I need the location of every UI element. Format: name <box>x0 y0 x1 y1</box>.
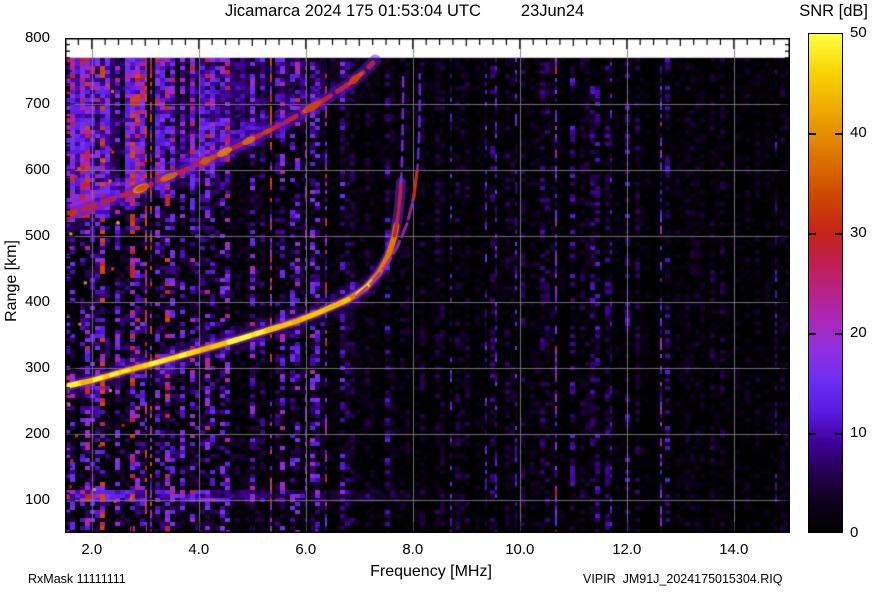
chart-date: 23Jun24 <box>520 2 585 20</box>
colorbar-tick-label: 40 <box>850 124 867 141</box>
colorbar-tick-mark <box>809 433 816 435</box>
colorbar-tick-mark <box>835 333 842 335</box>
y-tick-label: 700 <box>24 95 50 112</box>
y-tick-label: 500 <box>24 227 50 244</box>
chart-title: Jicamarca 2024 175 01:53:04 UTC 23Jun24 <box>225 2 584 21</box>
colorbar-tick-mark <box>835 433 842 435</box>
colorbar <box>808 33 843 533</box>
x-tick-label: 8.0 <box>402 541 424 558</box>
ionogram-canvas <box>65 38 790 533</box>
file-id-label: VIPIR JM91J_2024175015304.RIQ <box>583 572 783 586</box>
y-tick-label: 800 <box>24 29 50 46</box>
x-tick-label: 2.0 <box>81 541 103 558</box>
x-tick-label: 6.0 <box>295 541 317 558</box>
colorbar-tick-label: 30 <box>850 224 867 241</box>
x-tick-label: 10.0 <box>505 541 535 558</box>
colorbar-tick-mark <box>835 133 842 135</box>
colorbar-tick-mark <box>835 233 842 235</box>
chart-title-text: Jicamarca 2024 175 01:53:04 UTC <box>225 2 481 20</box>
colorbar-tick-mark <box>809 133 816 135</box>
y-tick-label: 100 <box>24 491 50 508</box>
colorbar-title: SNR [dB] <box>799 2 868 20</box>
rx-mask-label: RxMask 11111111 <box>28 572 126 586</box>
y-tick-label: 300 <box>24 359 50 376</box>
x-tick-label: 14.0 <box>719 541 749 558</box>
y-tick-label: 400 <box>24 293 50 310</box>
y-tick-label: 200 <box>24 425 50 442</box>
colorbar-tick-label: 10 <box>850 424 867 441</box>
colorbar-tick-label: 50 <box>850 24 867 41</box>
colorbar-tick-mark <box>809 233 816 235</box>
x-axis-title: Frequency [MHz] <box>370 563 492 580</box>
x-tick-label: 12.0 <box>612 541 642 558</box>
y-tick-label: 600 <box>24 161 50 178</box>
colorbar-tick-mark <box>809 333 816 335</box>
colorbar-tick-label: 0 <box>850 524 859 541</box>
x-tick-label: 4.0 <box>188 541 210 558</box>
colorbar-tick-label: 20 <box>850 324 867 341</box>
